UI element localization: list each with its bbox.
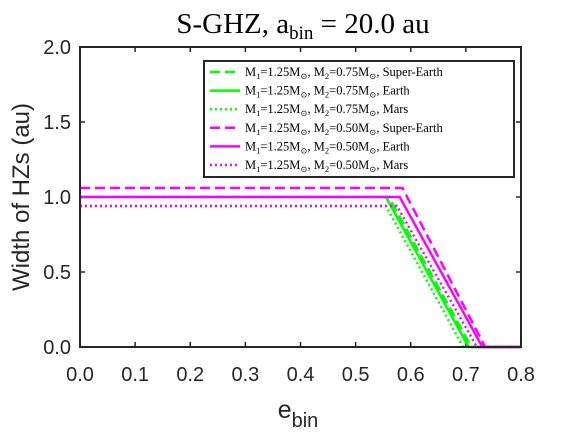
x-axis-label-subscript: bin — [292, 410, 319, 432]
legend-label-5: M1=1.25M⊙, M2=0.50M⊙, Earth — [245, 139, 410, 155]
legend-label-6: M1=1.25M⊙, M2=0.50M⊙, Mars — [245, 158, 408, 174]
y-tick-label: 1.0 — [43, 187, 71, 209]
x-tick-label: 0.5 — [342, 364, 370, 386]
x-tick-label: 0.4 — [287, 364, 315, 386]
x-tick-label: 0.8 — [507, 364, 535, 386]
y-tick-label: 2.0 — [43, 37, 71, 59]
y-tick-label: 1.5 — [43, 112, 71, 134]
chart-title-subscript: bin — [289, 23, 314, 44]
plot-frame — [79, 46, 522, 348]
legend-label-2: M1=1.25M⊙, M2=0.75M⊙, Earth — [245, 84, 410, 100]
chart-title: S-GHZ, abin = 20.0 au — [176, 8, 429, 44]
x-tick-label: 0.1 — [121, 364, 149, 386]
legend-label-4: M1=1.25M⊙, M2=0.50M⊙, Super-Earth — [245, 121, 443, 137]
y-axis-ticks: 0.0 0.5 1.0 1.5 2.0 — [43, 37, 521, 359]
legend-label-1: M1=1.25M⊙, M2=0.75M⊙, Super-Earth — [245, 65, 443, 81]
legend: M1=1.25M⊙, M2=0.75M⊙, Super-Earth M1=1.25… — [203, 60, 515, 178]
x-tick-label: 0.6 — [397, 364, 425, 386]
x-tick-label: 0.3 — [231, 364, 259, 386]
x-axis-label: ebin — [278, 396, 319, 432]
x-tick-label: 0.2 — [176, 364, 204, 386]
x-tick-label: 0.0 — [66, 364, 94, 386]
x-axis-ticks: 0.0 0.1 0.2 0.3 0.4 0.5 0.6 0.7 0.8 — [66, 47, 535, 386]
x-tick-label: 0.7 — [452, 364, 480, 386]
y-axis-label: Width of HZs (au) — [8, 103, 35, 291]
legend-label-3: M1=1.25M⊙, M2=0.75M⊙, Mars — [245, 102, 408, 118]
x-axis-label-main: e — [278, 396, 292, 424]
legend-box — [203, 60, 515, 178]
y-tick-label: 0.5 — [43, 262, 71, 284]
chart-title-tail: = 20.0 au — [313, 8, 429, 40]
y-tick-label: 0.0 — [43, 337, 71, 359]
chart-title-main: S-GHZ, a — [176, 8, 289, 40]
